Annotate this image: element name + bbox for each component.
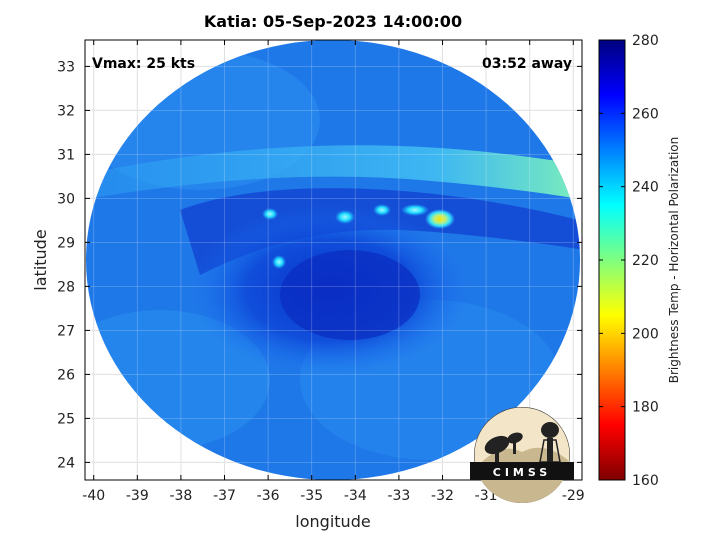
colorbar-tick-label: 200 — [632, 326, 659, 342]
y-tick-label: 31 — [57, 147, 75, 163]
x-tick-label: -38 — [169, 488, 192, 504]
x-axis-title: longitude — [295, 512, 370, 531]
axis-ticks: -40-39-38-37-36-35-34-33-32-31-30-292425… — [57, 40, 585, 504]
x-tick-label: -32 — [431, 488, 454, 504]
colorbar-title: Brightness Temp - Horizontal Polarizatio… — [667, 137, 681, 384]
x-tick-label: -29 — [562, 488, 585, 504]
x-tick-label: -33 — [387, 488, 410, 504]
y-tick-label: 29 — [57, 235, 75, 251]
y-tick-label: 32 — [57, 103, 75, 119]
colorbar-tick-label: 260 — [632, 106, 659, 122]
chart-title: Katia: 05-Sep-2023 14:00:00 — [203, 12, 463, 31]
x-tick-label: -35 — [300, 488, 323, 504]
y-tick-label: 27 — [57, 323, 75, 339]
cimss-logo: CIMSS — [470, 407, 574, 503]
vmax-annotation: Vmax: 25 kts — [92, 56, 195, 72]
time-away-annotation: 03:52 away — [482, 56, 572, 72]
colorbar-ticks: 160 180 200 220 240 260 280 — [599, 33, 659, 489]
y-tick-label: 30 — [57, 191, 75, 207]
x-tick-label: -34 — [344, 488, 367, 504]
y-tick-label: 33 — [57, 59, 75, 75]
colorbar-tick-label: 220 — [632, 253, 659, 269]
y-tick-label: 24 — [57, 455, 75, 471]
x-tick-label: -39 — [126, 488, 149, 504]
colorbar-tick-label: 280 — [632, 33, 659, 49]
y-tick-label: 25 — [57, 411, 75, 427]
x-tick-label: -37 — [213, 488, 236, 504]
logo-text: CIMSS — [493, 466, 551, 479]
colorbar-tick-label: 160 — [632, 473, 659, 489]
colorbar-tick-label: 240 — [632, 180, 659, 196]
colorbar-tick-label: 180 — [632, 400, 659, 416]
y-tick-label: 26 — [57, 367, 75, 383]
x-tick-label: -40 — [82, 488, 105, 504]
axes-frame — [84, 39, 583, 481]
y-tick-label: 28 — [57, 279, 75, 295]
grid-lines-over — [85, 40, 582, 480]
x-tick-label: -36 — [257, 488, 280, 504]
y-axis-title: latitude — [31, 229, 50, 290]
